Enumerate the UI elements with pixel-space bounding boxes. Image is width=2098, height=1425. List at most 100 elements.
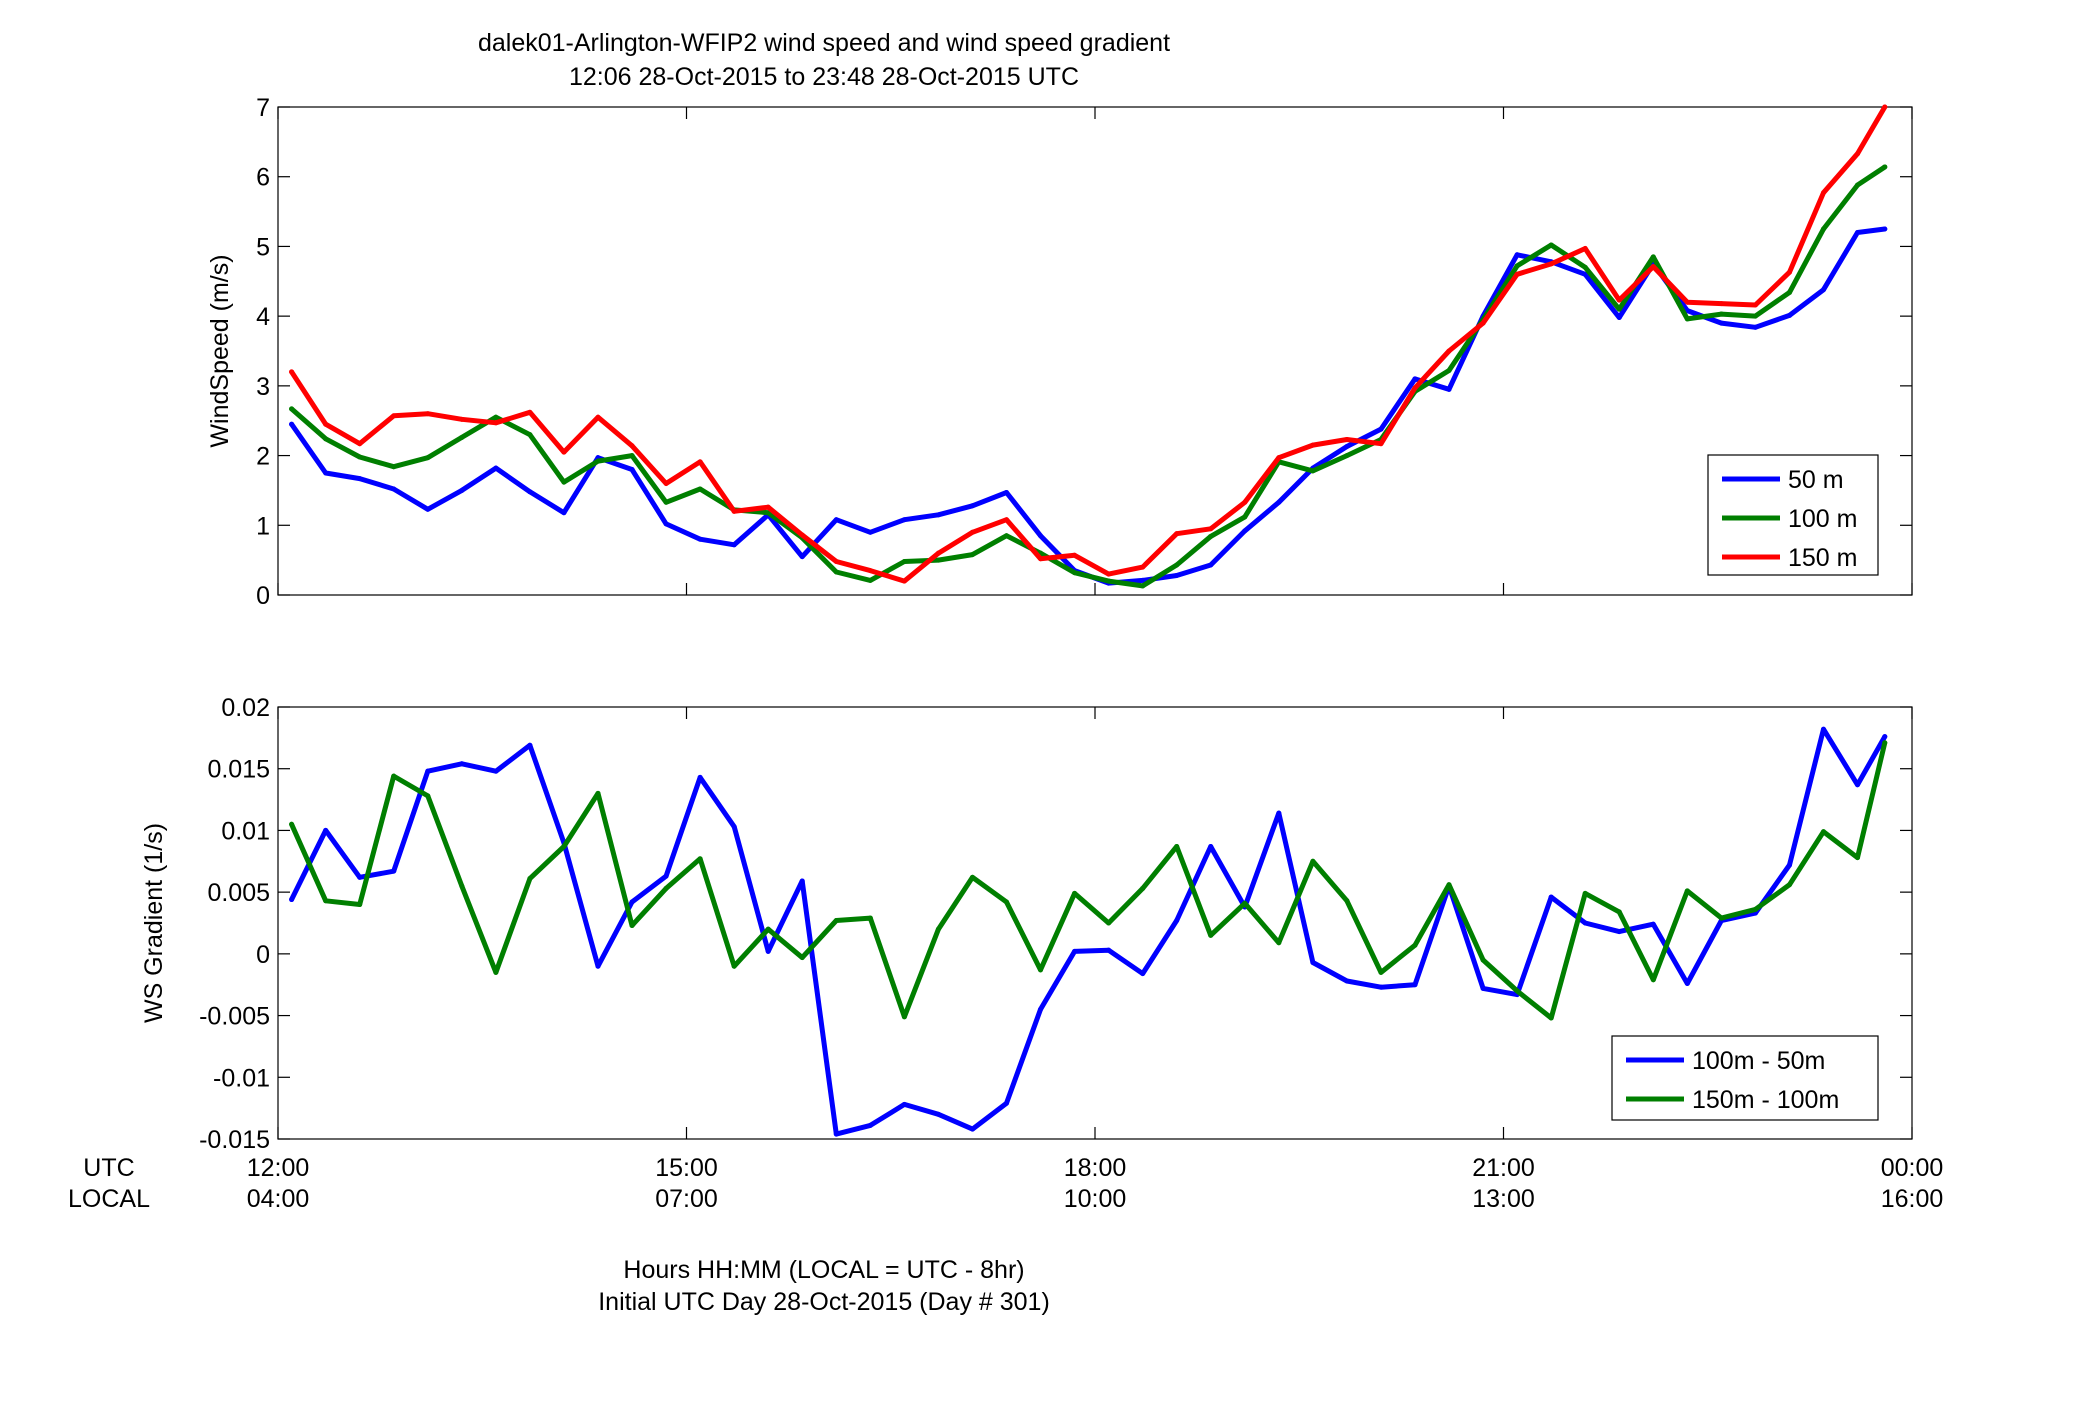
data-point <box>731 508 737 514</box>
data-point <box>1820 190 1826 196</box>
windspeed-panel: 0 1 2 3 4 5 6 7 WindSpeed (m/s) 50 m 100 m 150 m <box>206 94 1913 610</box>
legend-label: 100 m <box>1788 505 1857 533</box>
data-point <box>629 443 635 449</box>
data-point <box>1140 564 1146 570</box>
data-point <box>663 499 669 505</box>
data-point <box>289 369 295 375</box>
data-point <box>323 421 329 427</box>
data-point <box>663 521 669 527</box>
data-point <box>1412 942 1418 948</box>
data-point <box>799 878 805 884</box>
data-point <box>629 467 635 473</box>
data-point <box>1752 906 1758 912</box>
data-point <box>1174 572 1180 578</box>
x-tick-label-local: 07:00 <box>655 1185 718 1213</box>
data-point <box>1752 302 1758 308</box>
data-point <box>969 529 975 535</box>
data-point <box>901 559 907 565</box>
data-point <box>833 569 839 575</box>
data-point <box>1650 254 1656 260</box>
data-point <box>1820 226 1826 232</box>
data-point <box>1412 982 1418 988</box>
data-point <box>629 899 635 905</box>
data-point <box>357 901 363 907</box>
data-point <box>1718 915 1724 921</box>
data-point <box>1344 453 1350 459</box>
data-point <box>1514 263 1520 269</box>
data-point <box>731 963 737 969</box>
data-point <box>1582 890 1588 896</box>
data-point <box>1378 426 1384 432</box>
data-point <box>289 897 295 903</box>
data-point <box>595 458 601 464</box>
data-point <box>289 421 295 427</box>
data-point <box>935 926 941 932</box>
data-point <box>1106 947 1112 953</box>
data-point <box>663 885 669 891</box>
data-point <box>1882 734 1888 740</box>
data-point <box>425 793 431 799</box>
data-point <box>1616 929 1622 935</box>
data-point <box>1616 315 1622 321</box>
data-point <box>833 918 839 924</box>
data-point <box>969 552 975 558</box>
data-point <box>1684 980 1690 986</box>
data-point <box>697 459 703 465</box>
data-point <box>697 774 703 780</box>
data-point <box>1038 556 1044 562</box>
data-point <box>1582 271 1588 277</box>
y-axis-label: WindSpeed (m/s) <box>206 254 234 447</box>
data-point <box>459 487 465 493</box>
data-point <box>459 434 465 440</box>
x-axis-label-line2: Initial UTC Day 28-Oct-2015 (Day # 301) <box>598 1288 1050 1316</box>
data-point <box>323 827 329 833</box>
series-line <box>289 740 1888 1021</box>
data-point <box>459 761 465 767</box>
data-point <box>1412 385 1418 391</box>
legend-label: 50 m <box>1788 466 1844 494</box>
data-point <box>1208 562 1214 568</box>
y-tick-label: 0.015 <box>207 756 270 784</box>
data-point <box>1684 299 1690 305</box>
data-point <box>1820 287 1826 293</box>
data-point <box>1480 320 1486 326</box>
data-point <box>765 948 771 954</box>
data-point <box>1140 885 1146 891</box>
data-point <box>1786 862 1792 868</box>
data-point <box>1310 959 1316 965</box>
data-point <box>1855 182 1861 188</box>
data-point <box>323 898 329 904</box>
data-point <box>493 414 499 420</box>
legend-label: 100m - 50m <box>1692 1047 1825 1075</box>
data-point <box>1616 909 1622 915</box>
data-point <box>1276 499 1282 505</box>
data-point <box>1038 1006 1044 1012</box>
data-point <box>425 506 431 512</box>
data-point <box>323 470 329 476</box>
y-tick-label: 5 <box>256 233 270 261</box>
data-point <box>1003 533 1009 539</box>
data-point <box>1446 348 1452 354</box>
y-tick-label: 7 <box>256 94 270 122</box>
data-point <box>1003 1100 1009 1106</box>
data-point <box>425 455 431 461</box>
data-point <box>357 476 363 482</box>
data-point <box>1072 890 1078 896</box>
data-point <box>1140 577 1146 583</box>
data-point <box>697 856 703 862</box>
data-point <box>969 1126 975 1132</box>
data-point <box>1582 246 1588 252</box>
data-point <box>1344 437 1350 443</box>
figure-title-line2: 12:06 28-Oct-2015 to 23:48 28-Oct-2015 U… <box>569 63 1079 91</box>
data-point <box>1003 490 1009 496</box>
data-point <box>527 409 533 415</box>
data-point <box>595 790 601 796</box>
data-point <box>731 824 737 830</box>
data-point <box>289 406 295 412</box>
data-point <box>1276 810 1282 816</box>
data-point <box>289 821 295 827</box>
data-point <box>765 926 771 932</box>
data-point <box>561 843 567 849</box>
data-point <box>833 559 839 565</box>
